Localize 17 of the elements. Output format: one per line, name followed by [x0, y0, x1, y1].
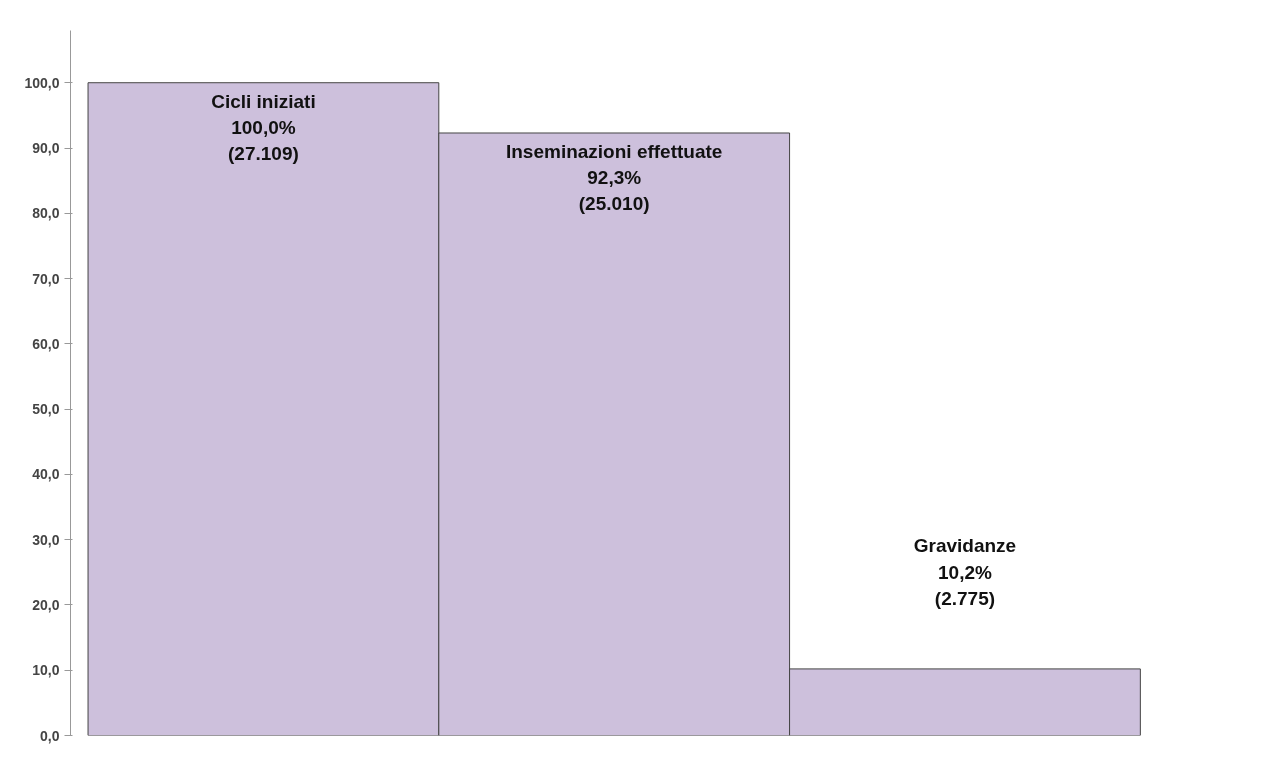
data-label: 92,3% (25.010) — [578, 167, 650, 215]
y-tick-label: 70,0 — [32, 270, 60, 287]
y-tick-label: 80,0 — [32, 205, 60, 222]
x-tick-label: Inseminazioni effettuate — [505, 140, 723, 162]
y-tick-label: 10,0 — [32, 662, 60, 679]
y-tick-label: 30,0 — [32, 531, 60, 548]
x-tick-label: Gravidanze — [913, 535, 1017, 557]
data-label: 100,0% (27.109) — [228, 116, 299, 165]
y-tick-label: 60,0 — [32, 335, 60, 352]
y-tick-label: 90,0 — [32, 140, 60, 156]
data-label: 10,2% (2.775) — [934, 561, 996, 609]
y-tick-label: 100,0 — [24, 74, 60, 91]
y-tick-label: 50,0 — [32, 401, 60, 418]
y-tick-label: 20,0 — [32, 596, 60, 613]
x-tick-label: Cicli iniziati — [211, 90, 316, 112]
y-tick-label: 40,0 — [32, 466, 60, 483]
y-tick-label: 0,0 — [40, 727, 60, 744]
